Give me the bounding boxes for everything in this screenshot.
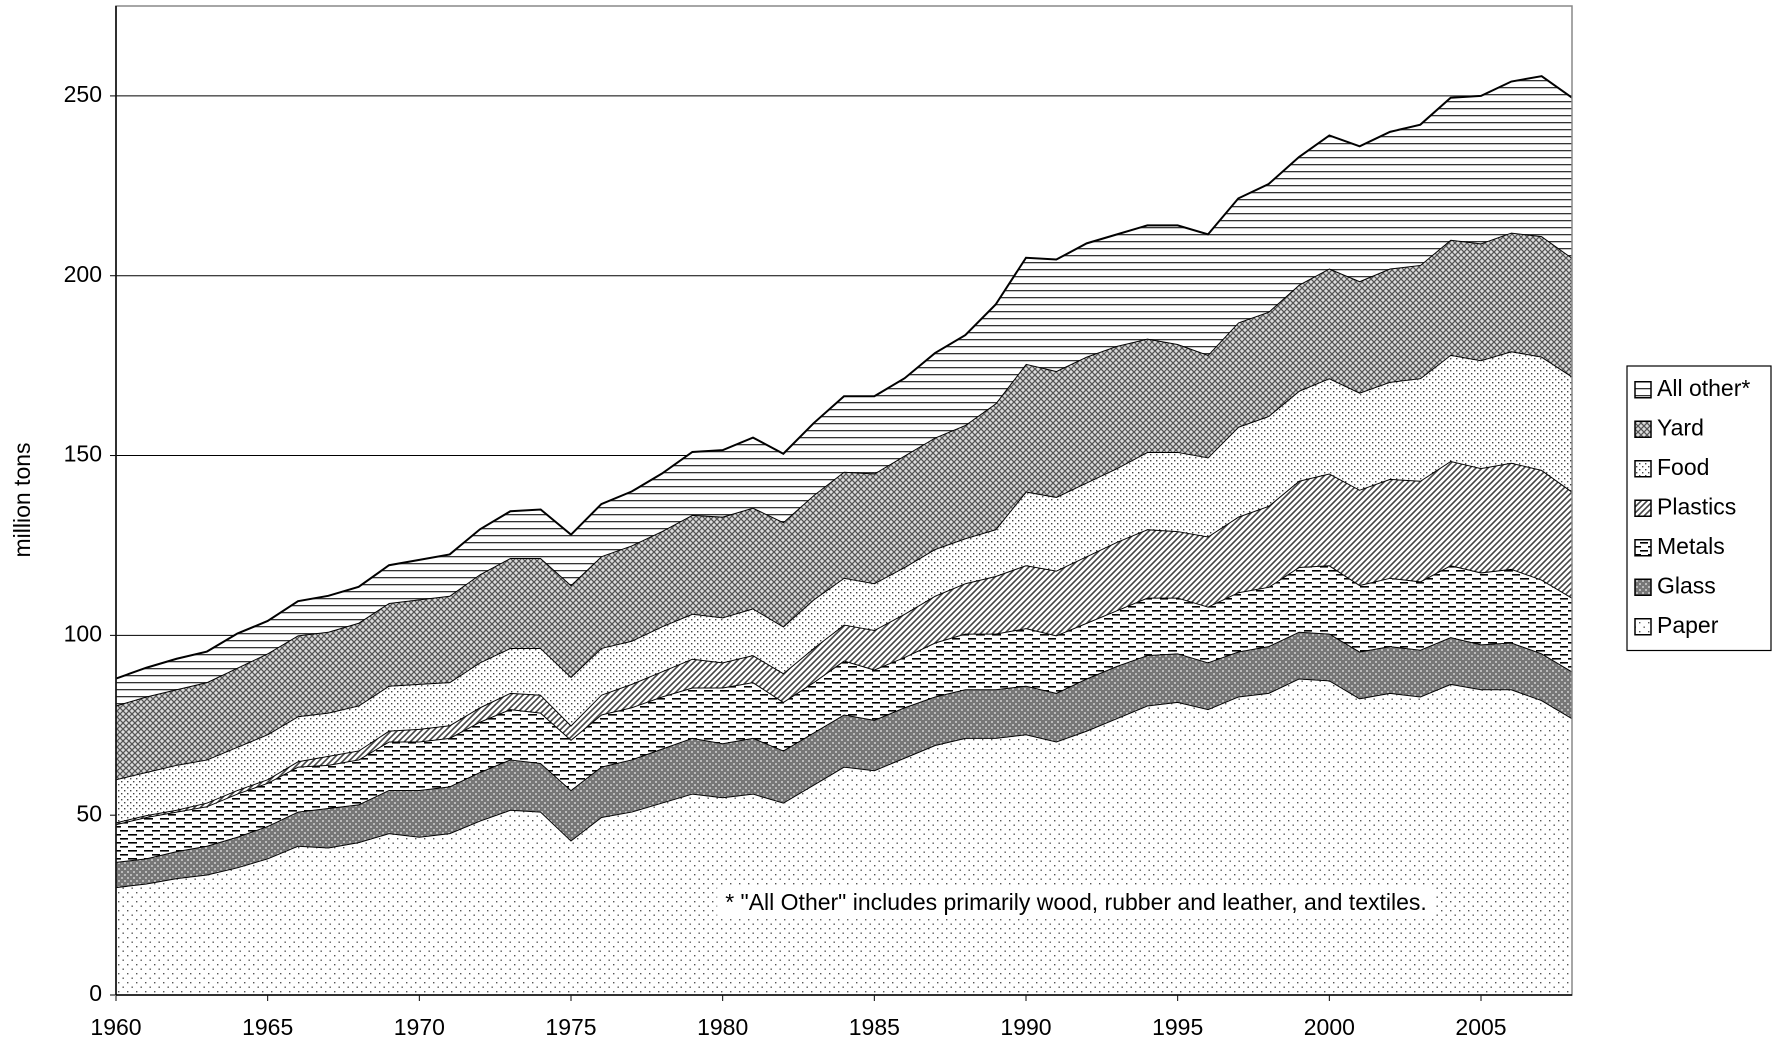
y-tick-label: 250 [64, 81, 102, 107]
x-tick-label: 1975 [545, 1014, 596, 1040]
legend-label: Yard [1657, 414, 1704, 440]
legend-swatch [1634, 618, 1652, 636]
legend-swatch [1634, 460, 1652, 478]
x-tick-label: 1990 [1000, 1014, 1051, 1040]
legend-label: Plastics [1657, 493, 1736, 519]
area-fill [116, 631, 1572, 888]
area-edge [115, 75, 1573, 680]
x-tick-label: 1985 [849, 1014, 900, 1040]
x-tick-label: 2000 [1304, 1014, 1355, 1040]
legend-label: All other* [1657, 375, 1750, 401]
area-fill [116, 565, 1572, 862]
legend-swatch [1634, 578, 1652, 596]
y-axis-label: million tons [9, 442, 35, 557]
legend-label: Metals [1657, 533, 1725, 559]
y-tick-label: 150 [64, 441, 102, 467]
y-tick-label: 200 [64, 261, 102, 287]
x-tick-label: 1980 [697, 1014, 748, 1040]
x-tick-label: 2005 [1455, 1014, 1506, 1040]
x-tick-label: 1960 [90, 1014, 141, 1040]
area-edge [115, 677, 1573, 889]
area-fill [116, 76, 1572, 706]
area-fill [116, 460, 1572, 825]
legend-label: Paper [1657, 612, 1719, 638]
y-tick-label: 50 [76, 800, 102, 826]
legend-swatch [1634, 420, 1652, 438]
legend-label: Glass [1657, 572, 1716, 598]
annotation: * "All Other" includes primarily wood, r… [725, 889, 1427, 915]
annotation-background [717, 885, 1435, 920]
area-fill [116, 351, 1572, 823]
legend-swatch [1634, 499, 1652, 517]
x-tick-label: 1995 [1152, 1014, 1203, 1040]
legend-swatch [1634, 539, 1652, 557]
legend-swatch [1634, 381, 1652, 399]
legend-label: Food [1657, 454, 1709, 480]
x-tick-label: 1965 [242, 1014, 293, 1040]
y-tick-label: 0 [89, 980, 102, 1006]
x-tick-label: 1970 [394, 1014, 445, 1040]
area-fill [116, 232, 1572, 780]
y-tick-label: 100 [64, 620, 102, 646]
